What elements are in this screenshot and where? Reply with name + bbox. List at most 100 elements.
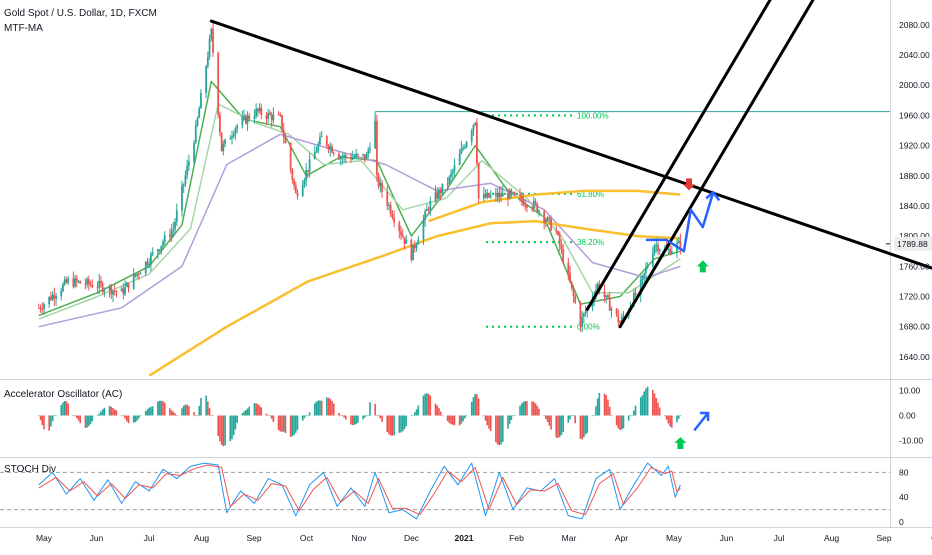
ac-bar[interactable] [401, 415, 404, 432]
candle-body[interactable] [208, 39, 211, 58]
ac-bar[interactable] [405, 415, 407, 427]
candle-body[interactable] [498, 193, 501, 198]
candle-body[interactable] [294, 185, 297, 193]
candle-body[interactable] [353, 156, 356, 158]
candle-body[interactable] [538, 211, 540, 213]
candle-body[interactable] [255, 108, 258, 117]
ac-bar[interactable] [472, 397, 475, 416]
candle-body[interactable] [550, 218, 552, 231]
candle-body[interactable] [356, 153, 359, 155]
candle-body[interactable] [217, 52, 220, 115]
ac-bar[interactable] [172, 411, 175, 416]
ac-bar[interactable] [100, 411, 102, 416]
candle-body[interactable] [482, 194, 485, 199]
ac-bar[interactable] [272, 415, 275, 423]
ac-bar[interactable] [148, 407, 151, 416]
candle-body[interactable] [339, 157, 342, 160]
ac-bar[interactable] [615, 415, 618, 426]
candle-body[interactable] [112, 290, 114, 295]
ac-bar[interactable] [652, 389, 654, 416]
ac-bar[interactable] [341, 415, 344, 417]
ac-bar[interactable] [243, 411, 245, 416]
candle-body[interactable] [74, 278, 76, 287]
ac-bar[interactable] [610, 415, 613, 417]
candle-body[interactable] [555, 230, 558, 232]
candle-body[interactable] [417, 239, 420, 245]
candle-body[interactable] [134, 274, 137, 276]
ac-bar[interactable] [343, 415, 345, 418]
ac-bar[interactable] [224, 415, 226, 446]
candle-body[interactable] [476, 122, 478, 164]
candle-body[interactable] [619, 322, 621, 324]
candle-body[interactable] [308, 159, 311, 172]
candle-body[interactable] [301, 184, 304, 197]
candle-body[interactable] [519, 194, 521, 196]
ac-bar[interactable] [269, 415, 271, 417]
ac-bar[interactable] [88, 415, 90, 427]
channel-upper-line[interactable] [585, 0, 797, 311]
ac-bar[interactable] [464, 415, 466, 419]
ac-bar[interactable] [546, 415, 549, 422]
ac-bar[interactable] [231, 415, 233, 440]
projection-path[interactable] [645, 192, 715, 253]
ac-bar[interactable] [584, 415, 587, 435]
ac-bar[interactable] [219, 415, 221, 442]
candle-body[interactable] [489, 195, 492, 198]
candle-body[interactable] [567, 262, 570, 274]
ac-bar[interactable] [520, 403, 523, 416]
ac-bar[interactable] [277, 415, 280, 431]
candle-body[interactable] [474, 122, 477, 125]
ac-bar[interactable] [653, 393, 656, 416]
candle-body[interactable] [39, 307, 42, 309]
ac-bar[interactable] [536, 405, 539, 416]
ac-bar[interactable] [633, 410, 635, 416]
candle-body[interactable] [677, 240, 680, 244]
candle-body[interactable] [393, 217, 396, 223]
ac-bar[interactable] [369, 402, 371, 416]
ac-bar[interactable] [307, 415, 309, 417]
ac-bar[interactable] [62, 402, 64, 416]
ac-bar[interactable] [157, 401, 159, 416]
candle-body[interactable] [403, 237, 406, 244]
ac-bar[interactable] [386, 415, 389, 433]
ac-bar[interactable] [150, 406, 152, 416]
candle-body[interactable] [605, 295, 608, 298]
candle-body[interactable] [615, 308, 618, 315]
candle-body[interactable] [320, 136, 323, 138]
ac-bar[interactable] [265, 413, 268, 416]
candle-body[interactable] [484, 194, 487, 198]
candle-body[interactable] [234, 128, 237, 135]
ac-bar[interactable] [200, 397, 202, 416]
candle-body[interactable] [558, 234, 561, 246]
ac-bar[interactable] [438, 408, 440, 416]
ac-bar[interactable] [67, 403, 69, 416]
ac-bar[interactable] [84, 415, 87, 428]
ac-bar[interactable] [434, 403, 437, 416]
ac-bar[interactable] [510, 415, 513, 420]
ac-bar[interactable] [188, 405, 190, 416]
candle-body[interactable] [303, 180, 306, 185]
candle-body[interactable] [579, 302, 582, 327]
candle-body[interactable] [291, 169, 294, 180]
candle-body[interactable] [494, 193, 497, 196]
ac-bar[interactable] [441, 415, 444, 417]
ac-bar[interactable] [320, 400, 323, 416]
candle-body[interactable] [438, 189, 440, 199]
ac-bar[interactable] [267, 415, 270, 417]
ac-bar[interactable] [291, 415, 294, 437]
candle-body[interactable] [146, 261, 149, 266]
ac-bar[interactable] [495, 415, 497, 443]
ac-bar[interactable] [120, 415, 123, 417]
ac-bar[interactable] [583, 415, 585, 438]
candle-body[interactable] [125, 282, 128, 287]
candle-body[interactable] [67, 278, 70, 283]
candle-body[interactable] [313, 152, 316, 160]
candle-body[interactable] [570, 282, 573, 288]
ac-bar[interactable] [79, 415, 82, 424]
candle-body[interactable] [429, 201, 432, 210]
candle-body[interactable] [43, 304, 45, 310]
channel-lower-line[interactable] [618, 0, 834, 329]
candle-body[interactable] [534, 201, 537, 204]
ac-bar[interactable] [244, 410, 247, 416]
ac-bar[interactable] [248, 406, 251, 416]
